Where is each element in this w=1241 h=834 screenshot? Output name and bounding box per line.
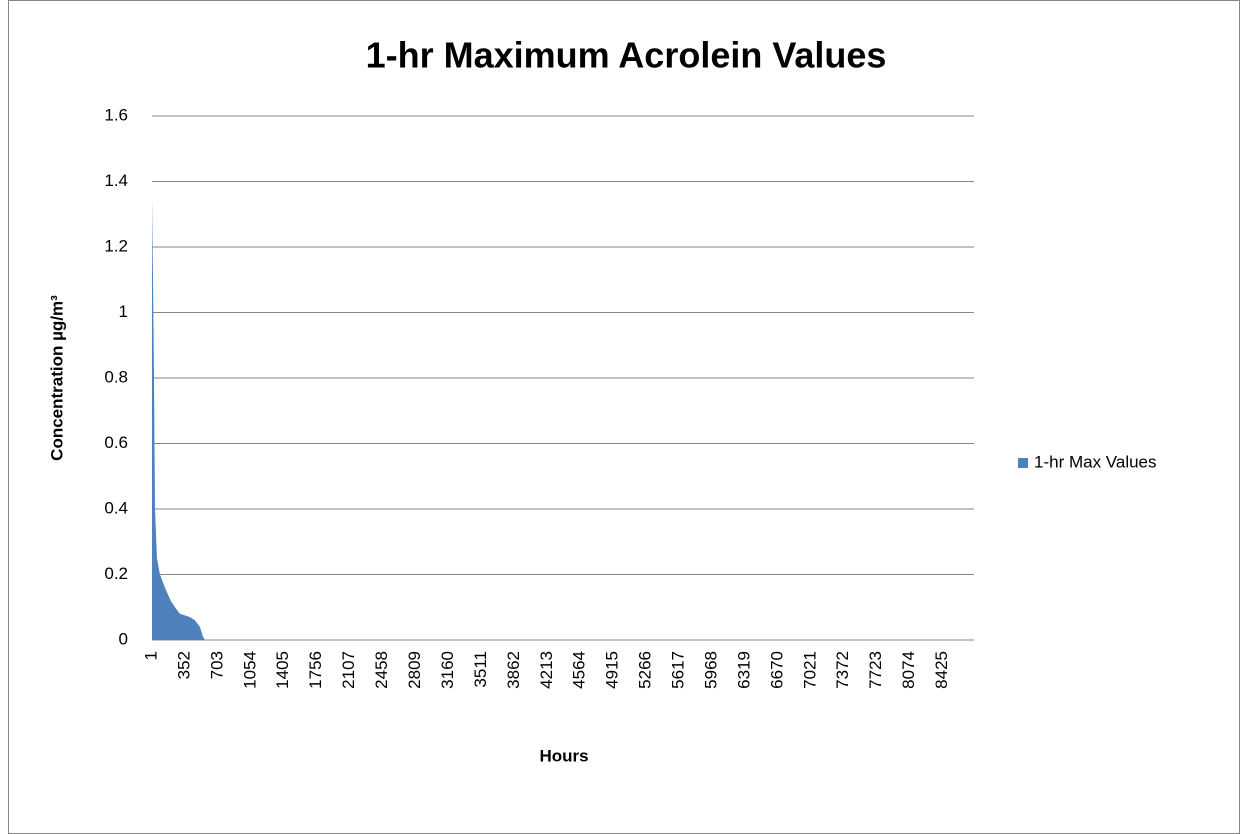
y-tick-label: 1.4 xyxy=(104,171,128,190)
x-tick-label: 7372 xyxy=(833,651,852,689)
y-tick-label: 1.6 xyxy=(104,105,128,124)
y-axis-label: Concentration µg/m³ xyxy=(47,295,66,461)
x-tick-label: 7021 xyxy=(800,651,819,689)
x-tick-label: 5968 xyxy=(701,651,720,689)
x-tick-label: 6319 xyxy=(734,651,753,689)
x-tick-label: 2107 xyxy=(339,651,358,689)
x-tick-label: 2458 xyxy=(372,651,391,689)
x-tick-label: 4564 xyxy=(570,651,589,689)
legend-swatch xyxy=(1018,458,1028,468)
chart-title: 1-hr Maximum Acrolein Values xyxy=(366,35,887,76)
x-tick-label: 5266 xyxy=(636,651,655,689)
x-tick-label: 2809 xyxy=(405,651,424,689)
x-tick-label: 352 xyxy=(174,651,193,679)
x-tick-label: 1 xyxy=(141,651,160,660)
y-tick-label: 1.2 xyxy=(104,236,128,255)
x-tick-label: 3160 xyxy=(438,651,457,689)
x-tick-label: 7723 xyxy=(866,651,885,689)
x-tick-label: 3862 xyxy=(504,651,523,689)
x-tick-label: 4915 xyxy=(603,651,622,689)
y-tick-label: 0 xyxy=(119,629,128,648)
x-tick-label: 703 xyxy=(207,651,226,679)
x-tick-label: 3511 xyxy=(471,651,490,688)
x-tick-label: 1054 xyxy=(240,651,259,689)
x-tick-label: 8074 xyxy=(899,651,918,689)
y-tick-label: 0.8 xyxy=(104,367,128,386)
x-tick-label: 1405 xyxy=(273,651,292,689)
x-tick-label: 6670 xyxy=(767,651,786,689)
y-tick-label: 0.4 xyxy=(104,498,128,517)
y-tick-label: 0.6 xyxy=(104,433,128,452)
x-tick-label: 8425 xyxy=(932,651,951,689)
x-tick-label: 4213 xyxy=(537,651,556,689)
x-tick-label: 5617 xyxy=(669,651,688,689)
x-tick-label: 1756 xyxy=(306,651,325,689)
legend-label: 1-hr Max Values xyxy=(1034,452,1157,471)
chart-border xyxy=(8,0,1240,834)
x-axis-label: Hours xyxy=(539,746,588,765)
y-tick-label: 1 xyxy=(119,302,128,321)
y-tick-label: 0.2 xyxy=(104,564,128,583)
